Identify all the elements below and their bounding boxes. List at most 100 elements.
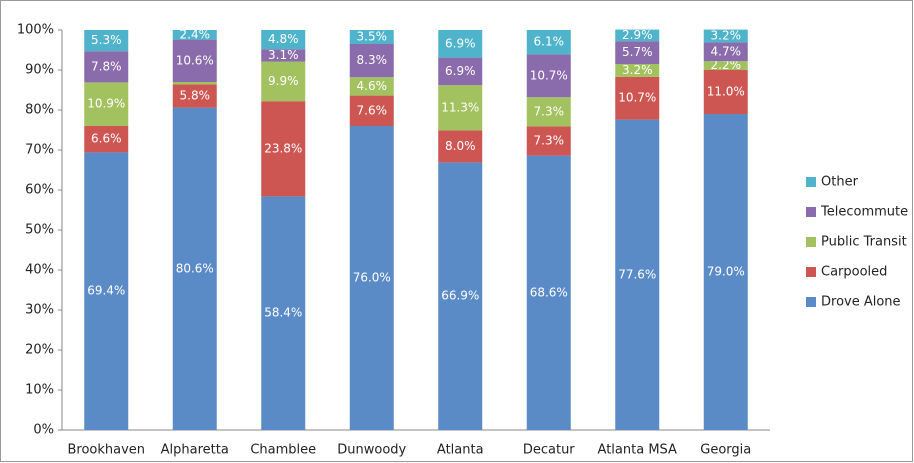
legend-swatch <box>806 177 816 187</box>
x-tick-label: Atlanta MSA <box>598 443 677 458</box>
value-label: 4.8% <box>268 32 299 46</box>
value-label: 6.9% <box>445 64 476 78</box>
bar-segment <box>703 42 748 62</box>
bar-segment <box>703 70 748 114</box>
value-label: 8.0% <box>445 139 476 153</box>
y-tick-label: 90% <box>25 63 54 78</box>
value-label: 11.0% <box>707 85 745 99</box>
bar-segment <box>615 64 660 77</box>
bar-segment <box>261 61 306 102</box>
legend-label: Drove Alone <box>821 295 901 310</box>
bar-segment <box>172 39 217 82</box>
value-label: 7.8% <box>91 59 122 73</box>
x-tick-label: Dunwoody <box>337 443 406 458</box>
value-label: 5.7% <box>622 45 653 59</box>
x-tick-label: Alpharetta <box>161 443 229 458</box>
bar-segment <box>438 85 483 131</box>
y-tick-label: 40% <box>25 263 54 278</box>
value-label: 3.2% <box>622 63 653 77</box>
value-label: 68.6% <box>530 285 568 299</box>
bar-segment <box>526 126 571 156</box>
legend-label: Public Transit <box>821 235 907 250</box>
bar-segment <box>438 130 483 163</box>
bar-segment <box>526 97 571 127</box>
value-label: 7.6% <box>357 103 388 117</box>
value-label: 8.3% <box>357 53 388 67</box>
bar-segment <box>438 57 483 86</box>
bar-segment <box>438 30 483 58</box>
value-label: 7.3% <box>534 104 565 118</box>
value-label: 3.1% <box>268 48 299 62</box>
value-label: 3.5% <box>357 30 388 44</box>
value-label: 7.3% <box>534 134 565 148</box>
y-tick-label: 10% <box>25 383 54 398</box>
x-tick-label: Brookhaven <box>67 443 145 458</box>
bar-segment <box>349 30 394 44</box>
y-tick-label: 100% <box>17 23 54 38</box>
bar-segment <box>349 126 394 430</box>
bar-segment <box>84 51 129 83</box>
bar-segment <box>349 95 394 126</box>
bar-segment <box>526 155 571 430</box>
value-label: 6.6% <box>91 132 122 146</box>
value-label: 10.9% <box>87 97 125 111</box>
y-tick-label: 30% <box>25 303 54 318</box>
value-label: 4.7% <box>711 44 742 58</box>
value-label: 2.2% <box>711 58 742 72</box>
value-label: 2.9% <box>622 28 653 42</box>
bar-segment <box>615 76 660 120</box>
bar-segment <box>261 30 306 50</box>
value-label: 66.9% <box>441 289 479 303</box>
bar-segment <box>438 162 483 430</box>
value-label: 58.4% <box>264 306 302 320</box>
value-label: 76.0% <box>353 271 391 285</box>
legend-swatch <box>806 297 816 307</box>
x-tick-label: Atlanta <box>437 443 484 458</box>
y-tick-label: 50% <box>25 223 54 238</box>
value-label: 9.9% <box>268 74 299 88</box>
bar-segment <box>84 152 129 430</box>
legend-swatch <box>806 207 816 217</box>
value-label: 5.8% <box>180 89 211 103</box>
value-label: 10.7% <box>530 68 568 82</box>
y-tick-label: 60% <box>25 183 54 198</box>
bar-segment <box>261 49 306 62</box>
bar-segment <box>703 29 748 43</box>
value-label: 77.6% <box>618 267 656 281</box>
bar-segment <box>84 30 129 52</box>
value-label: 10.7% <box>618 91 656 105</box>
bar-segment <box>526 30 571 55</box>
value-label: 23.8% <box>264 141 302 155</box>
y-tick-label: 20% <box>25 343 54 358</box>
value-label: 6.9% <box>445 36 476 50</box>
bar-segment <box>172 82 217 85</box>
legend-label: Telecommute <box>820 205 908 220</box>
legend-label: Other <box>821 175 859 190</box>
y-tick-label: 0% <box>33 423 54 438</box>
y-tick-label: 70% <box>25 143 54 158</box>
value-label: 69.4% <box>87 284 125 298</box>
bar-segment <box>703 61 748 70</box>
value-label: 2.4% <box>180 27 211 41</box>
value-label: 3.2% <box>711 29 742 43</box>
bar-segment <box>703 114 748 430</box>
bar-segment <box>261 196 306 430</box>
bar-segment <box>349 44 394 78</box>
bar-segment <box>84 82 129 126</box>
legend-swatch <box>806 237 816 247</box>
x-tick-label: Georgia <box>700 443 751 458</box>
value-label: 4.6% <box>357 79 388 93</box>
bar-segment <box>84 126 129 153</box>
bar-segment <box>172 107 217 430</box>
value-label: 5.3% <box>91 33 122 47</box>
x-tick-label: Decatur <box>523 443 575 458</box>
legend-swatch <box>806 267 816 277</box>
value-label: 11.3% <box>441 100 479 114</box>
bar-segment <box>349 77 394 96</box>
bar-segment <box>172 84 217 108</box>
bar-segment <box>615 41 660 64</box>
value-label: 79.0% <box>707 265 745 279</box>
value-label: 80.6% <box>176 261 214 275</box>
y-tick-label: 80% <box>25 103 54 118</box>
